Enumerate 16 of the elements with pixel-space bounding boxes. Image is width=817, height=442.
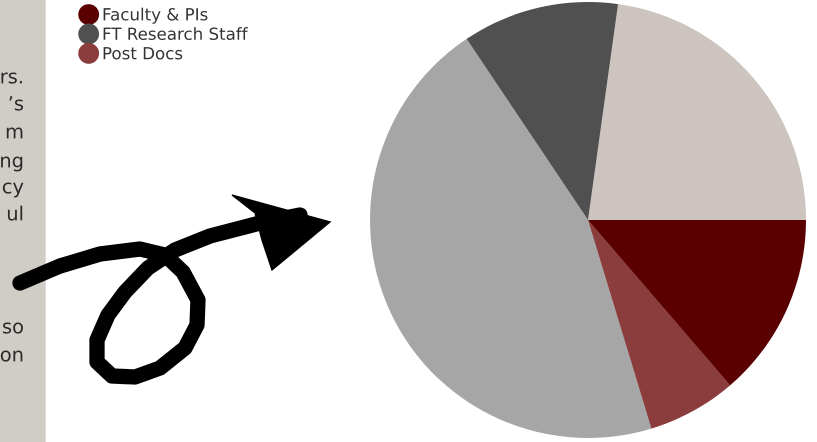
legend-label: FT Research Staff [104, 27, 248, 40]
text: m [6, 127, 22, 138]
text: ’s [9, 96, 24, 111]
pie-slice [588, 220, 806, 386]
pie-slice [370, 38, 652, 438]
text: ng [1, 156, 22, 172]
legend-label: Post Docs [104, 47, 182, 60]
text: so [3, 322, 23, 334]
text: ul [8, 206, 22, 221]
text: on [0, 350, 22, 362]
legend-label: Faculty & PIs [104, 8, 208, 24]
pie-slice [588, 220, 730, 429]
pie-slice [588, 4, 806, 220]
text: cy [2, 182, 24, 198]
text: rs. [1, 72, 22, 84]
pie-slice [466, 2, 618, 220]
